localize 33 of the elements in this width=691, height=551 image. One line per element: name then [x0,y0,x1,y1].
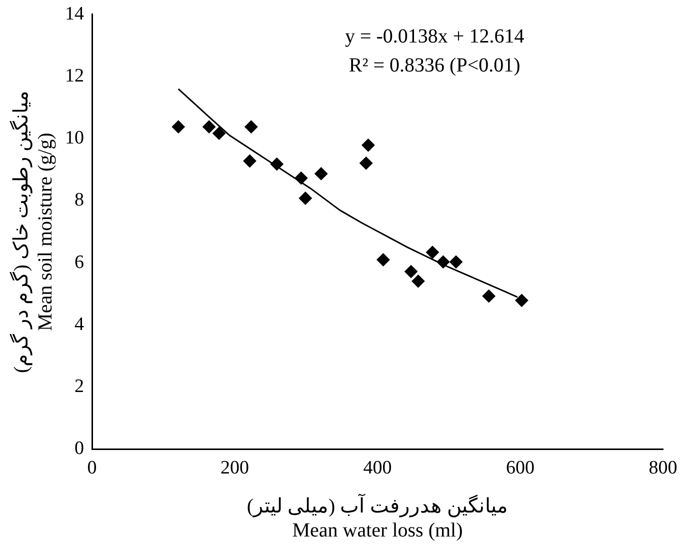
annotation: R² = 0.8336 (P<0.01) [348,54,520,76]
point [450,255,463,268]
x-tick-label: 200 [220,458,249,479]
point [212,126,226,140]
y-tick-label: 12 [65,66,84,86]
point [172,120,185,134]
point [314,167,328,180]
y-tick-label: 4 [74,314,84,335]
point [436,255,450,268]
point [482,290,496,303]
point [376,253,390,266]
point [244,120,258,134]
y-tick-label: 2 [74,376,84,398]
y-tick-label: 0 [74,438,84,460]
point [426,246,439,259]
point [360,156,373,170]
point [362,138,375,152]
point [243,154,256,168]
point [298,192,312,205]
point [294,172,308,185]
point [202,120,216,134]
point [404,265,418,278]
x-tick-label: 400 [363,458,392,479]
x-tick-label: 800 [648,458,678,479]
x-tick-label: 600 [506,458,534,479]
point [412,274,425,288]
point [270,158,284,171]
point [515,294,528,307]
y-tick-label: 10 [65,128,84,149]
y-tick-label: 14 [65,3,84,24]
annotation: y = -0.0138x + 12.614 [344,25,524,48]
y-tick-label: 8 [74,190,84,211]
y-tick-label: 6 [74,252,84,273]
